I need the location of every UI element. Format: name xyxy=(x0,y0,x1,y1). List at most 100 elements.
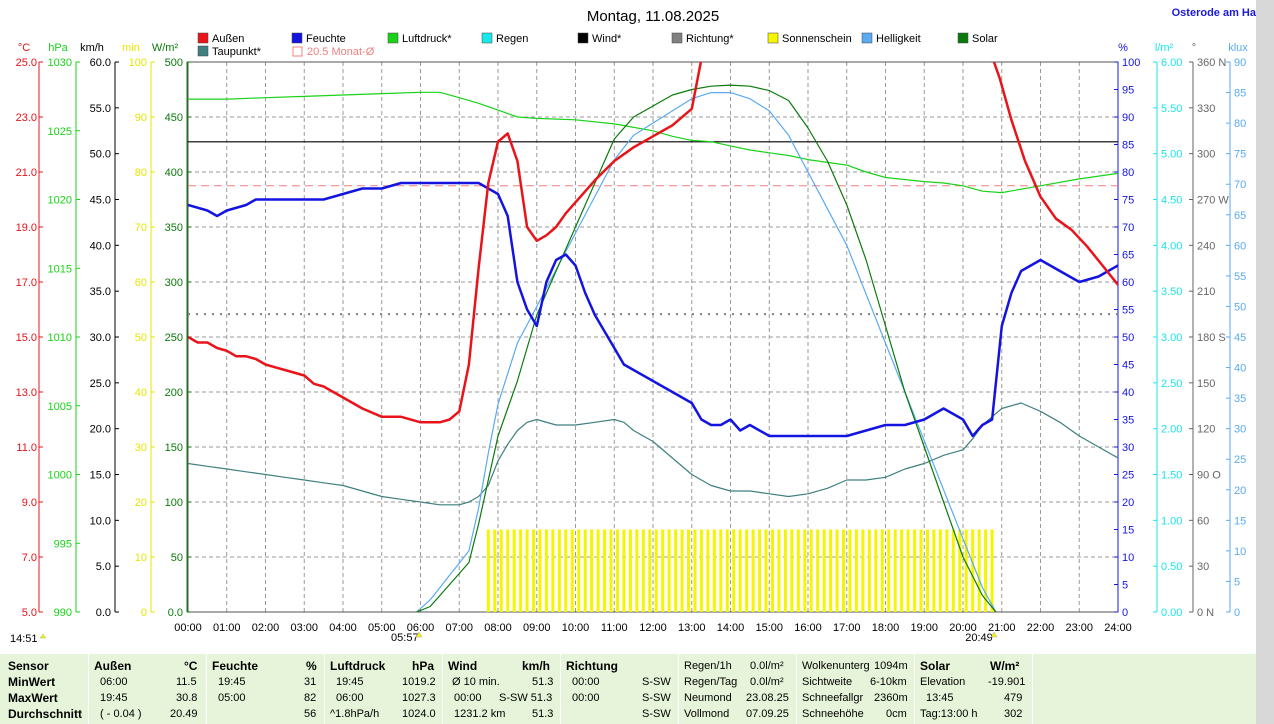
rain-tick-label: 5.00 xyxy=(1161,149,1182,161)
max-aussen-value: 30.8 xyxy=(176,692,198,704)
hum-axis-unit: % xyxy=(1118,42,1128,54)
rain-tick-label: 4.50 xyxy=(1161,195,1182,207)
temp-axis-unit: °C xyxy=(18,42,30,54)
regen-tag-value: 0.0l/m² xyxy=(750,676,784,688)
dir-tick-label: 210 xyxy=(1197,286,1215,298)
dir-axis-unit: ° xyxy=(1192,42,1196,54)
sunshine-bar xyxy=(712,529,716,612)
time-tick-label: 00:00 xyxy=(174,622,202,634)
time-tick-label: 22:00 xyxy=(1027,622,1055,634)
legend-swatch xyxy=(767,32,779,44)
sun-tick-label: 50 xyxy=(135,332,147,344)
divider xyxy=(324,654,325,724)
rain-tick-label: 6.00 xyxy=(1161,57,1182,69)
hum-tick-label: 10 xyxy=(1122,552,1134,564)
vollmond-value: 07.09.25 xyxy=(746,708,789,720)
legend-label: Solar xyxy=(972,33,998,45)
time-tick-label: 24:00 xyxy=(1104,622,1132,634)
luftdruck-trend: ^1.8hPa/h xyxy=(330,708,380,720)
neumond-value: 23.08.25 xyxy=(746,692,789,704)
avg-aussen-value: 20.49 xyxy=(170,708,198,720)
lux-tick-label: 20 xyxy=(1234,485,1246,497)
time-tick-label: 18:00 xyxy=(872,622,900,634)
rain-tick-label: 1.50 xyxy=(1161,470,1182,482)
series-feuchte-line xyxy=(188,181,1118,438)
rain-tick-label: 3.00 xyxy=(1161,332,1182,344)
legend-label: Richtung* xyxy=(686,33,734,45)
rain-tick-label: 2.50 xyxy=(1161,378,1182,390)
legend-swatch xyxy=(481,32,493,44)
sunshine-bar xyxy=(532,529,536,612)
legend-label: Taupunkt* xyxy=(212,46,262,58)
legend-swatch xyxy=(577,32,589,44)
divider xyxy=(1032,654,1033,724)
solar-tick-label: 150 xyxy=(165,442,183,454)
sunshine-bar xyxy=(577,529,581,612)
solar-axis-unit: W/m² xyxy=(152,42,179,54)
wind-avg10-label: Ø 10 min. xyxy=(452,676,500,688)
sunshine-bar xyxy=(809,529,813,612)
solar-unit: W/m² xyxy=(990,659,1020,673)
solar-elevation-label: Elevation xyxy=(920,676,966,688)
dir-tick-label: 180 S xyxy=(1197,332,1226,344)
header-sensor: Sensor xyxy=(8,659,49,673)
sunshine-bar xyxy=(861,529,865,612)
lux-axis-unit: klux xyxy=(1228,42,1248,54)
hum-tick-label: 55 xyxy=(1122,305,1134,317)
hum-tick-label: 80 xyxy=(1122,167,1134,179)
temp-tick-label: 11.0 xyxy=(16,442,37,454)
solar-day-value: 302 xyxy=(1004,708,1023,720)
lux-tick-label: 85 xyxy=(1234,88,1246,100)
time-tick-label: 09:00 xyxy=(523,622,551,634)
press-tick-label: 1005 xyxy=(48,401,72,413)
time-tick-label: 04:00 xyxy=(329,622,357,634)
lux-tick-label: 5 xyxy=(1234,576,1240,588)
lux-tick-label: 75 xyxy=(1234,149,1246,161)
wind-tick-label: 25.0 xyxy=(90,378,111,390)
dir-tick-label: 300 xyxy=(1197,149,1215,161)
hum-tick-label: 25 xyxy=(1122,470,1134,482)
series-solar-line xyxy=(416,84,997,612)
legend-label: Luftdruck* xyxy=(402,33,452,45)
sunshine-bar xyxy=(971,529,975,612)
solar-tick-label: 400 xyxy=(165,167,183,179)
sun-tick-label: 40 xyxy=(135,387,147,399)
legend-swatch xyxy=(957,32,969,44)
sun-axis-unit: min xyxy=(122,42,140,54)
press-tick-label: 995 xyxy=(54,538,72,550)
temp-tick-label: 17.0 xyxy=(16,277,37,289)
solar-elevation-value: -19.901 xyxy=(988,676,1026,688)
hum-tick-label: 100 xyxy=(1122,57,1140,69)
min-richtung-time: 00:00 xyxy=(572,676,600,688)
header-feuchte: Feuchte xyxy=(212,659,259,673)
sunrise-label: 05:57 xyxy=(391,632,419,644)
sunshine-bar xyxy=(777,529,781,612)
avg-luftdruck-value: 1024.0 xyxy=(402,708,436,720)
series-außen-abend--line xyxy=(992,62,1118,286)
chart-title: Montag, 11.08.2025 xyxy=(587,8,719,25)
row-label-max: MaxWert xyxy=(8,691,58,705)
header-richtung: Richtung xyxy=(566,659,618,673)
solar-tick-label: 350 xyxy=(165,222,183,234)
time-tick-label: 21:00 xyxy=(988,622,1016,634)
temp-tick-label: 9.0 xyxy=(22,497,37,509)
lux-tick-label: 60 xyxy=(1234,240,1246,252)
hum-tick-label: 70 xyxy=(1122,222,1134,234)
sunshine-bar xyxy=(835,529,839,612)
press-tick-label: 1030 xyxy=(48,57,72,69)
sun-tick-label: 60 xyxy=(135,277,147,289)
wind-tick-label: 0.0 xyxy=(96,607,111,619)
sunshine-bar xyxy=(699,529,703,612)
time-tick-label: 02:00 xyxy=(252,622,280,634)
time-tick-label: 23:00 xyxy=(1065,622,1093,634)
max-richtung-time: 00:00 xyxy=(572,692,600,704)
time-tick-label: 06:00 xyxy=(407,622,435,634)
sunshine-bar xyxy=(583,529,587,612)
sunshine-bar xyxy=(732,529,736,612)
sun-tick-label: 90 xyxy=(135,112,147,124)
min-luftdruck-value: 1019.2 xyxy=(402,676,436,688)
sunset-label: 20:49 xyxy=(965,632,993,644)
lux-tick-label: 35 xyxy=(1234,393,1246,405)
scrollbar-strip[interactable] xyxy=(1256,0,1274,724)
rain-tick-label: 3.50 xyxy=(1161,286,1182,298)
